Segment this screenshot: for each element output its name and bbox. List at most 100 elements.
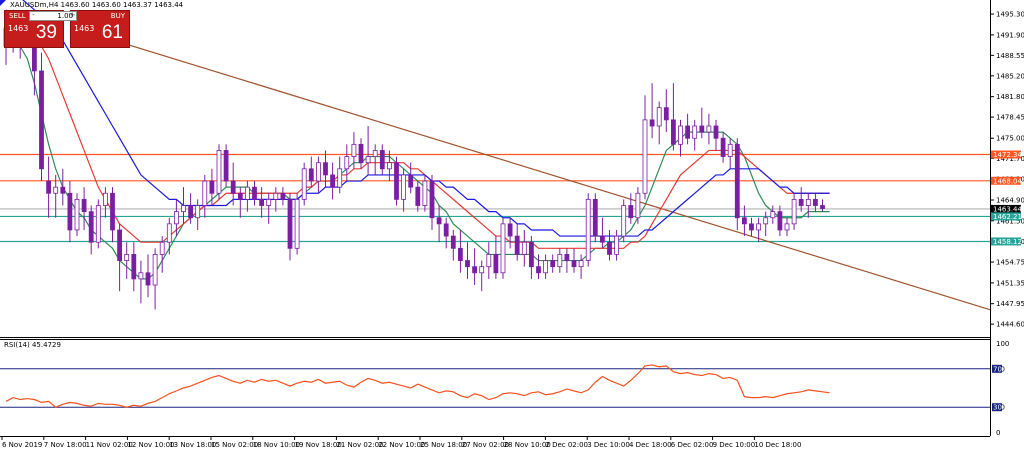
candle-body (628, 205, 634, 219)
candle-body (727, 143, 733, 157)
rsi-level-box (992, 403, 1002, 412)
candle-body (103, 192, 108, 206)
candle-body (585, 198, 591, 261)
candle-body (557, 254, 563, 268)
candle-body (777, 211, 783, 231)
time-tick-label: 7 Nov 18:00 (44, 441, 87, 449)
candle-body (465, 260, 470, 268)
candle-body (457, 247, 463, 261)
candle-body (685, 125, 690, 139)
candle-body (507, 223, 513, 237)
candle-body (543, 260, 548, 274)
resistance-level-label-box (991, 176, 1021, 185)
candle-body (337, 168, 343, 188)
candle-body (323, 162, 328, 176)
candle-body (315, 162, 321, 182)
candle-body (195, 205, 201, 219)
candle-body (536, 266, 541, 274)
sell-price-points: 39 (35, 22, 57, 43)
time-tick-label: 19 Nov 18:00 (295, 441, 342, 449)
secondary-price-box (991, 212, 1021, 221)
one-click-trading-panel: SELL 1463 39 BUY 1463 61 1.00 - + (4, 10, 130, 48)
time-tick-label: 6 Dec 02:00 (671, 441, 714, 449)
candle-body (642, 119, 648, 194)
chart-arrow-icon (0, 0, 6, 6)
candle-body (798, 198, 804, 206)
candle-body (166, 223, 172, 243)
candle-body (74, 198, 80, 231)
rsi-line (5, 364, 830, 408)
candle-body (53, 186, 59, 194)
candle-body (607, 241, 612, 255)
lot-increase-button[interactable]: + (69, 11, 76, 19)
price-tick-label: 1444.60 (996, 321, 1024, 329)
price-tick-label: 1495.30 (996, 11, 1024, 19)
candle-body (770, 211, 776, 219)
lot-decrease-button[interactable]: - (32, 11, 35, 19)
time-tick-label: 21 Nov 02:00 (336, 441, 383, 449)
candle-body (138, 272, 144, 280)
candle-body (330, 174, 336, 188)
candle-body (287, 198, 293, 249)
candle-body (202, 180, 208, 206)
resistance-level-label-box (991, 150, 1021, 159)
price-tick-label: 1447.95 (996, 300, 1024, 308)
candle-body (813, 198, 818, 206)
time-tick-label: 3 Dec 10:00 (587, 441, 630, 449)
time-tick-label: 18 Nov 10:00 (253, 441, 300, 449)
time-tick-label: 22 Nov 10:00 (378, 441, 425, 449)
price-tick-label: 1451.35 (996, 279, 1024, 287)
time-tick-label: 12 Nov 10:00 (127, 441, 174, 449)
candle-body (209, 180, 215, 194)
candle-body (117, 229, 122, 261)
price-pane[interactable] (0, 0, 991, 311)
candle-body (131, 254, 137, 280)
sell-label: SELL (9, 12, 26, 20)
candle-body (280, 192, 286, 200)
candle-body (472, 266, 478, 274)
price-tick-label: 1491.90 (996, 31, 1024, 39)
candle-body (259, 198, 265, 206)
current-price-box (991, 204, 1021, 213)
buy-price-big: 1463 (74, 24, 95, 33)
time-tick-label: 15 Nov 02:00 (211, 441, 258, 449)
candle-body (216, 150, 222, 194)
candle-body (344, 156, 350, 170)
buy-button[interactable]: BUY 1463 61 (70, 10, 130, 48)
time-tick-label: 28 Nov 10:00 (504, 441, 551, 449)
candle-body (713, 125, 719, 139)
price-axis[interactable]: 1495.30 1491.90 1488.55 1485.20 1481.80 1478.… (990, 11, 1024, 329)
candle-body (422, 180, 428, 206)
candle-body (124, 254, 130, 261)
price-tick-label: 1478.45 (996, 114, 1024, 122)
candle-body (763, 217, 769, 225)
candle-body (678, 125, 683, 145)
candle-body (301, 168, 307, 200)
candle-body (365, 156, 371, 164)
price-tick-label: 1454.75 (996, 259, 1024, 267)
candle-body (95, 205, 101, 243)
candle-body (443, 223, 449, 237)
rsi-tick-label: 0 (996, 429, 1000, 437)
rsi-pane[interactable]: 100703007030 (0, 340, 1009, 437)
candle-body (358, 143, 364, 164)
symbol-title: XAUUSDm,H4 1463.60 1463.60 1463.37 1463.… (10, 1, 184, 9)
price-tick-label: 1471.70 (996, 155, 1024, 163)
lot-size-input[interactable]: 1.00 (29, 11, 77, 21)
candle-body (529, 241, 534, 268)
time-tick-label: 4 Dec 18:00 (629, 441, 672, 449)
price-tick-label: 1485.20 (996, 72, 1024, 80)
candle-body (742, 217, 747, 225)
candle-body (756, 223, 761, 231)
trendline[interactable] (85, 31, 991, 311)
candle-body (621, 205, 627, 237)
secondary-price-label: 1462.21 (993, 213, 1022, 221)
candle-body (656, 107, 662, 127)
candle-body (67, 192, 73, 231)
candle-body (386, 162, 392, 170)
resistance-level-label: 1468.04 (993, 177, 1022, 185)
candle-body (805, 198, 811, 206)
candle-body (110, 192, 115, 231)
